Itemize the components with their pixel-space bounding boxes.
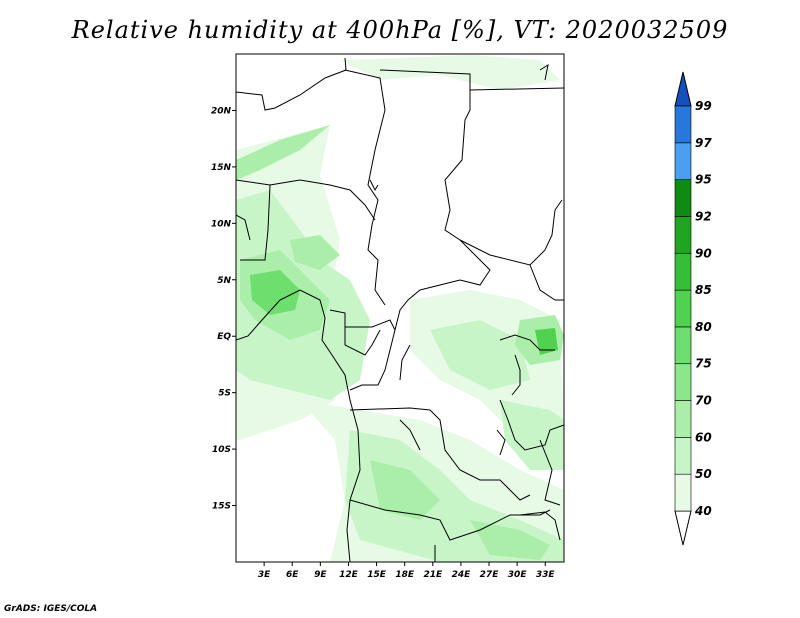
- colorbar-level-label: 40: [694, 504, 712, 518]
- lat-tick-label: 20N: [211, 106, 232, 116]
- colorbar-swatch: [674, 363, 692, 401]
- colorbar-level-label: 95: [695, 173, 712, 187]
- lat-tick-label: 5N: [217, 276, 231, 286]
- humidity-region-mid: [290, 235, 340, 270]
- colorbar-level-label: 75: [695, 357, 712, 371]
- humidity-region-s2: [470, 520, 550, 560]
- lon-tick-label: 12E: [339, 570, 359, 580]
- colorbar-level-label: 99: [695, 99, 712, 113]
- humidity-region-lakes: [500, 400, 564, 470]
- colorbar-level-label: 92: [695, 209, 712, 223]
- lon-tick-label: 6E: [286, 570, 299, 580]
- colorbar-swatch: [674, 142, 692, 180]
- humidity-region-north: [340, 55, 560, 90]
- lon-tick-label: 18E: [395, 570, 415, 580]
- lon-tick-label: 3E: [258, 570, 271, 580]
- grads-credit: GrADS: IGES/COLA: [4, 604, 98, 614]
- lon-tick-label: 21E: [423, 570, 443, 580]
- lon-tick-label: 33E: [536, 570, 556, 580]
- colorbar: 40 50 60 70 75 80 85 90 92 95 97 99: [674, 71, 712, 546]
- colorbar-top-arrow: [674, 71, 692, 107]
- lon-tick-label: 15E: [367, 570, 387, 580]
- humidity-core-north: [236, 125, 330, 180]
- colorbar-swatch: [674, 326, 692, 365]
- colorbar-level-label: 80: [695, 320, 712, 334]
- lat-tick-label: 15S: [212, 502, 231, 512]
- lat-tick-label: 10N: [211, 219, 232, 229]
- colorbar-swatch: [674, 179, 692, 217]
- longitude-axis: 3E 6E 9E 12E 15E 18E 21E 24E 27E 30E 33E: [258, 562, 556, 580]
- lat-tick-label: 10S: [212, 445, 231, 455]
- colorbar-level-label: 90: [695, 246, 712, 260]
- lon-tick-label: 9E: [314, 570, 327, 580]
- latitude-axis: 20N 15N 10N 5N EQ 5S 10S 15S: [211, 106, 236, 512]
- map-title: Relative humidity at 400hPa [%], VT: 202…: [71, 16, 729, 44]
- humidity-core-uganda: [535, 328, 558, 355]
- humidity-region-congo: [430, 320, 530, 390]
- lat-tick-label: 5S: [218, 389, 231, 399]
- colorbar-swatch: [674, 216, 692, 254]
- colorbar-swatch: [674, 400, 692, 438]
- colorbar-swatch: [674, 105, 692, 144]
- lat-tick-label: EQ: [217, 332, 231, 342]
- lon-tick-label: 24E: [452, 570, 472, 580]
- colorbar-swatch: [674, 252, 692, 291]
- colorbar-level-label: 50: [695, 467, 712, 481]
- colorbar-level-label: 97: [695, 136, 712, 150]
- lat-tick-label: 15N: [211, 163, 232, 173]
- colorbar-swatch: [674, 437, 692, 475]
- humidity-region-s1: [370, 460, 440, 520]
- colorbar-level-label: 60: [695, 430, 712, 444]
- lon-tick-label: 30E: [508, 570, 528, 580]
- map-frame: [235, 53, 565, 563]
- colorbar-swatch: [674, 289, 692, 328]
- colorbar-swatch: [674, 473, 692, 512]
- colorbar-level-label: 70: [695, 394, 712, 408]
- colorbar-level-label: 85: [695, 283, 712, 297]
- colorbar-bottom-arrow: [674, 510, 692, 546]
- country-borders: [236, 57, 564, 562]
- lon-tick-label: 27E: [480, 570, 500, 580]
- humidity-field: [236, 55, 564, 562]
- humidity-core-gulf: [250, 270, 300, 315]
